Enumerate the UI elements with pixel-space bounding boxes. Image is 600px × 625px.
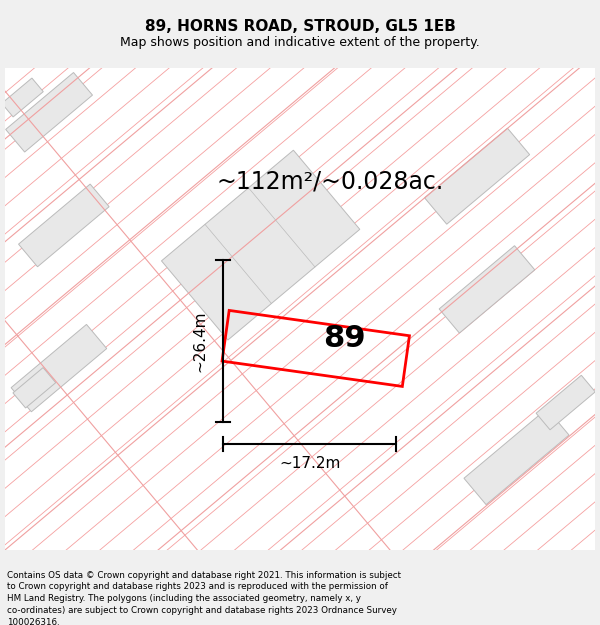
Text: Map shows position and indicative extent of the property.: Map shows position and indicative extent…	[120, 36, 480, 49]
Polygon shape	[536, 375, 595, 430]
Polygon shape	[464, 409, 569, 504]
Polygon shape	[161, 150, 360, 340]
Polygon shape	[2, 78, 43, 117]
Text: 89, HORNS ROAD, STROUD, GL5 1EB: 89, HORNS ROAD, STROUD, GL5 1EB	[145, 19, 455, 34]
Text: ~17.2m: ~17.2m	[279, 456, 341, 471]
Text: ~112m²/~0.028ac.: ~112m²/~0.028ac.	[217, 169, 443, 193]
Polygon shape	[19, 184, 109, 267]
Polygon shape	[5, 72, 92, 152]
Text: ~26.4m: ~26.4m	[192, 310, 207, 372]
Polygon shape	[13, 368, 56, 408]
Text: Contains OS data © Crown copyright and database right 2021. This information is : Contains OS data © Crown copyright and d…	[7, 571, 401, 625]
Polygon shape	[439, 246, 535, 333]
Polygon shape	[11, 324, 107, 412]
Text: 89: 89	[323, 324, 365, 353]
Polygon shape	[425, 128, 530, 224]
